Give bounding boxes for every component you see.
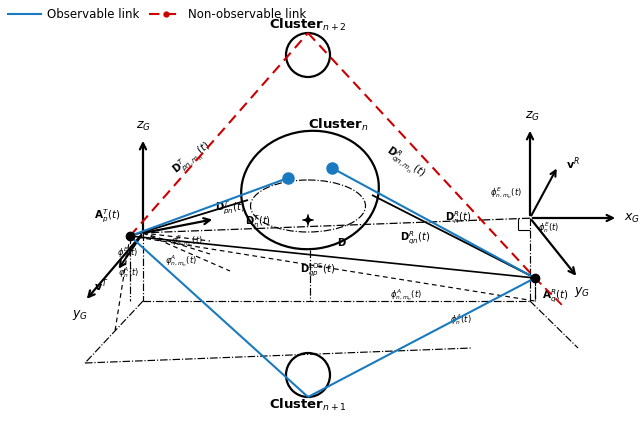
Text: $\mathbf{D}^R_{qn}(t)$: $\mathbf{D}^R_{qn}(t)$: [400, 229, 431, 247]
Text: Cluster$_{n+1}$: Cluster$_{n+1}$: [269, 397, 347, 413]
Text: $\phi^E_n(t)$: $\phi^E_n(t)$: [538, 221, 559, 236]
Text: $\phi^A_n(t)$: $\phi^A_n(t)$: [450, 313, 472, 327]
Text: Cluster$_{n+2}$: Cluster$_{n+2}$: [269, 17, 347, 33]
Text: $y_G$: $y_G$: [72, 308, 88, 322]
Text: $\phi^E_n(t)$: $\phi^E_n(t)$: [116, 245, 138, 260]
Text: $\mathbf{D}^{\rm LOS}_{qp}(t)$: $\mathbf{D}^{\rm LOS}_{qp}(t)$: [300, 261, 336, 279]
Text: $x_G$: $x_G$: [624, 211, 640, 224]
Text: $\mathbf{D}^R_{qn,m_n}$$(t)$: $\mathbf{D}^R_{qn,m_n}$$(t)$: [381, 142, 428, 182]
Text: $\varphi^E_{n,m_n}(t)$: $\varphi^E_{n,m_n}(t)$: [171, 233, 203, 249]
Text: $\mathbf{A}_p^T(t)$: $\mathbf{A}_p^T(t)$: [93, 208, 120, 225]
Text: $\phi^A_{n,m_n}(t)$: $\phi^A_{n,m_n}(t)$: [390, 287, 422, 303]
Text: $z_G$: $z_G$: [525, 110, 540, 123]
Text: $\mathbf{D}^T_n(t)$: $\mathbf{D}^T_n(t)$: [245, 214, 271, 230]
Text: $\varphi^A_{n,m_n}(t)$: $\varphi^A_{n,m_n}(t)$: [165, 253, 197, 269]
Text: $\varphi^A_n(t)$: $\varphi^A_n(t)$: [118, 266, 139, 281]
Text: $\mathbf{D}^R_n(t)$: $\mathbf{D}^R_n(t)$: [445, 210, 472, 227]
Text: $\mathbf{D}^T_{pn}(t)$: $\mathbf{D}^T_{pn}(t)$: [215, 199, 246, 217]
Text: $\mathbf{D}$: $\mathbf{D}$: [337, 236, 347, 248]
Text: $\mathbf{D}^T_{pn,m_n}$$(t)$: $\mathbf{D}^T_{pn,m_n}$$(t)$: [169, 137, 215, 178]
Text: $\mathbf{A}_q^R(t)$: $\mathbf{A}_q^R(t)$: [542, 288, 569, 305]
Legend: Observable link, Non-observable link: Observable link, Non-observable link: [6, 6, 308, 24]
Text: $z_G$: $z_G$: [136, 120, 150, 133]
Text: $\mathbf{v}^T$: $\mathbf{v}^T$: [95, 277, 109, 293]
Text: $y_G$: $y_G$: [574, 285, 590, 299]
Text: $\phi^E_{n,m_n}(t)$: $\phi^E_{n,m_n}(t)$: [490, 185, 522, 201]
Text: Cluster$_n$: Cluster$_n$: [308, 117, 369, 133]
Text: $\mathbf{v}^R$: $\mathbf{v}^R$: [566, 156, 580, 172]
